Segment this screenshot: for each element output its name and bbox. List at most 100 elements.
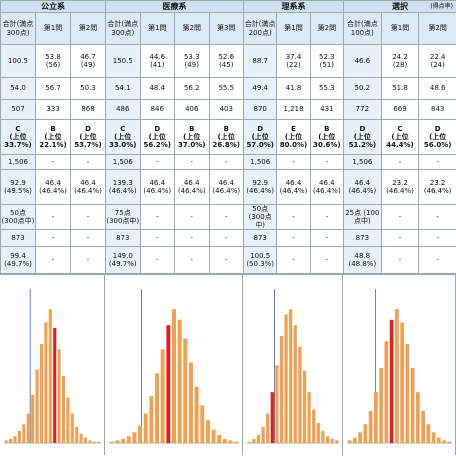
cell: 46.6 <box>343 44 382 78</box>
bar <box>17 431 21 444</box>
cell: C (上位33.0%) <box>105 119 141 155</box>
cell: C (上位33.7%) <box>0 119 36 155</box>
cell: - <box>208 154 245 170</box>
data-row: 1,506- -1,506- - -1,506- -1,506- - <box>0 154 456 170</box>
cell: 486 <box>105 99 141 120</box>
bar <box>330 439 334 444</box>
data-row: 507 333 868 486 846 406 403 870 1,218 431 772 669 84… <box>0 99 456 120</box>
cell: 50点 (300点中) <box>243 203 278 231</box>
cell: 868 <box>69 99 107 120</box>
bar <box>66 397 70 444</box>
cell: 51.8 <box>380 77 420 100</box>
data-row: 54.0 56.7 50.3 54.1 48.4 56.2 55.5 49.4 41.8 55.3… <box>0 77 456 100</box>
cell: - <box>35 246 71 275</box>
cell: - <box>309 229 345 248</box>
cell: - <box>276 246 311 275</box>
bar <box>4 440 8 444</box>
cell: 46.4 (46.4%) <box>174 169 210 205</box>
bar <box>109 441 114 444</box>
cell: 50.3 <box>69 77 107 100</box>
column-header: 第2問 <box>174 12 210 45</box>
cell: - <box>174 246 210 275</box>
cell: 46.4 (46.4%) <box>343 169 382 205</box>
bar <box>275 365 279 444</box>
cell: - <box>276 229 311 248</box>
cell: 99.4 (49.7%) <box>0 246 36 275</box>
column-header: 第1問 <box>139 12 176 45</box>
cell: 23.2 (46.4%) <box>380 169 420 205</box>
cell: D (上位51.2%) <box>343 119 382 155</box>
bar <box>247 441 251 444</box>
bar <box>183 338 188 444</box>
section-title: 医療系 <box>105 0 245 13</box>
bar <box>311 409 316 444</box>
cell: - <box>139 246 176 275</box>
bar <box>132 432 137 444</box>
cell: 75点 (300点中) <box>105 203 141 231</box>
bar <box>97 441 101 444</box>
bar <box>279 336 283 444</box>
cell: 55.3 <box>309 77 345 100</box>
bar <box>363 424 368 444</box>
column-header: 第2問 <box>418 12 456 45</box>
bar <box>13 436 17 444</box>
bar <box>321 431 325 444</box>
cell: - <box>69 154 107 170</box>
cell: 1,506 <box>105 154 141 170</box>
data-row: 92.9 (49.5%) 46.4 (46.4%) 46.4 (46.4%) 139.… <box>0 169 456 205</box>
cell: B (上位22.1%) <box>35 119 71 155</box>
column-row: 合計(満点300点) 第1問 第2問 合計(満点300点) 第1問 第2問 第3問 合計(満点… <box>0 12 456 45</box>
cell: 1,506 <box>243 154 278 170</box>
bar <box>353 437 357 444</box>
data-row: 873- -873- - -873- -873- - <box>0 229 456 248</box>
bar <box>143 413 148 444</box>
bar <box>26 413 30 444</box>
column-header: 第1問 <box>380 12 420 45</box>
cell: 53.8 (56) <box>35 44 71 78</box>
bar <box>9 439 13 444</box>
bar <box>368 411 373 444</box>
score-table: 公立系 医療系 理系系 選択 合計(満点300点) 第1問 第2問 合計(満点300点) 第1問… <box>0 0 456 275</box>
bar <box>121 439 126 444</box>
cell: - <box>418 154 456 170</box>
bar <box>79 433 83 444</box>
cell: 52.6 (45) <box>208 44 245 78</box>
bar <box>88 440 92 444</box>
cell: E (上位80.0%) <box>276 119 311 155</box>
bar <box>177 319 182 444</box>
bar <box>53 327 57 444</box>
bar <box>57 349 61 444</box>
histogram <box>4 275 106 456</box>
bar <box>35 369 39 444</box>
column-header: 第2問 <box>69 12 107 45</box>
bar <box>61 376 66 444</box>
cell: 46.4 (46.4%) <box>35 169 71 205</box>
cell: - <box>139 203 176 231</box>
cell: 54.1 <box>105 77 141 100</box>
cell: - <box>139 229 176 248</box>
cell: - <box>174 154 210 170</box>
cell: 431 <box>309 99 345 120</box>
histogram <box>109 275 243 456</box>
cell: 48.8 (48.8%) <box>343 246 382 275</box>
bar <box>442 440 446 444</box>
bar <box>138 425 143 444</box>
cell: 92.9 (49.5%) <box>0 169 36 205</box>
cell: 1,506 <box>343 154 382 170</box>
bar <box>200 405 205 444</box>
data-row: 99.4 (49.7%) - -149.0 (49.7%) - - -100.5 (50.… <box>0 246 456 275</box>
cell: - <box>208 246 245 275</box>
bar <box>149 396 154 444</box>
bar <box>256 435 260 444</box>
cell: 22.4 (24) <box>418 44 456 78</box>
cell: C (上位44.4%) <box>380 119 420 155</box>
cell: 870 <box>243 99 278 120</box>
cell: 507 <box>0 99 36 120</box>
cell: - <box>380 203 420 231</box>
column-header: 第1問 <box>35 12 71 45</box>
bar <box>222 439 227 444</box>
cell: 46.4 (46.4%) <box>208 169 245 205</box>
cell: 772 <box>343 99 382 120</box>
bar <box>206 420 210 444</box>
